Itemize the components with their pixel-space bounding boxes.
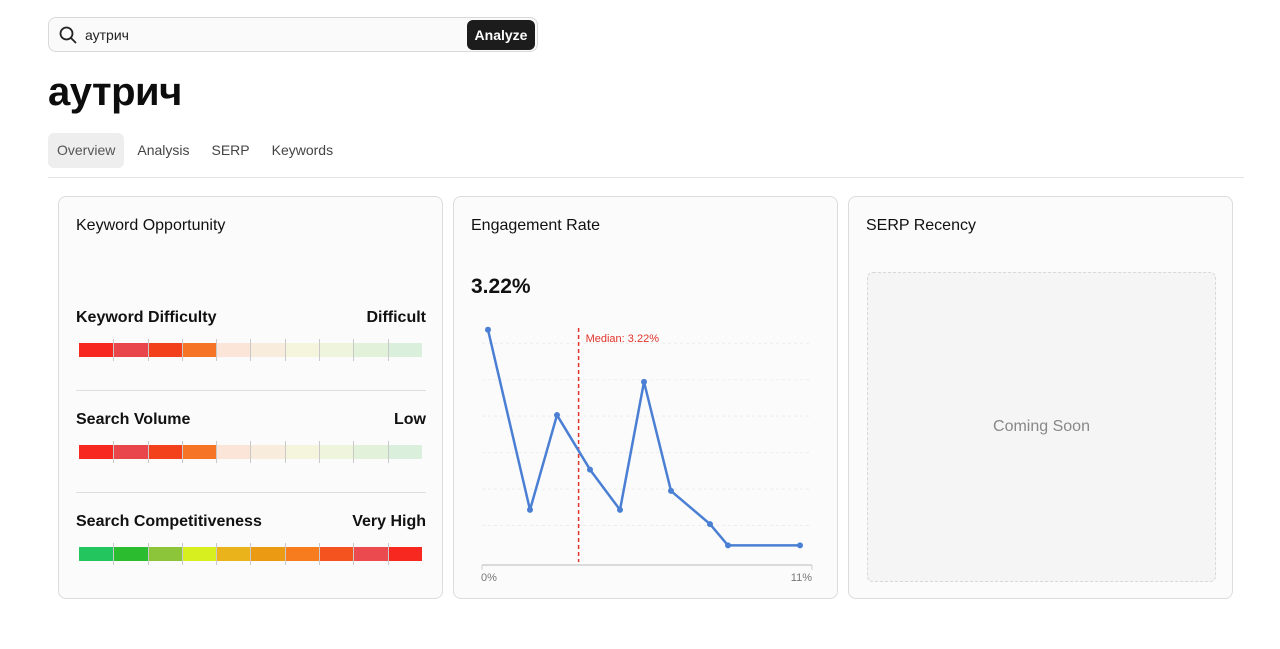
data-point	[617, 506, 623, 513]
keyword-opportunity-card: Keyword Opportunity Keyword Difficulty D…	[58, 196, 443, 599]
metric-value: Difficult	[366, 309, 426, 326]
data-point	[485, 326, 491, 333]
engagement-line	[486, 329, 800, 547]
scale-segment	[250, 339, 285, 361]
scale-segment	[147, 441, 182, 463]
card-title: Keyword Opportunity	[76, 217, 226, 234]
scale-segment	[387, 339, 422, 361]
scale-segment	[319, 441, 354, 463]
scale-segment	[216, 339, 251, 361]
scale-segment	[113, 441, 148, 463]
card-title: SERP Recency	[866, 217, 976, 234]
tab-serp[interactable]: SERP	[211, 142, 250, 158]
data-point	[725, 542, 731, 549]
engagement-rate-card: Engagement Rate 3.22% 0% 11% Median: 3.22%	[453, 196, 838, 599]
scale-segment	[284, 441, 320, 463]
tabs-divider	[48, 177, 1244, 178]
coming-soon-placeholder: Coming Soon	[867, 272, 1216, 582]
search-input[interactable]	[85, 24, 465, 46]
data-point	[707, 521, 713, 528]
competitiveness-scale	[79, 543, 422, 565]
scale-segment	[181, 339, 217, 361]
scale-segment	[216, 441, 251, 463]
analyze-button[interactable]: Analyze	[467, 20, 535, 50]
scale-segment	[284, 543, 320, 565]
data-point	[527, 506, 533, 513]
metric-label: Keyword Difficulty	[76, 309, 217, 326]
scale-segment	[250, 543, 285, 565]
data-point	[554, 412, 560, 419]
data-point	[641, 378, 647, 385]
scale-segment	[353, 441, 388, 463]
scale-segment	[319, 339, 354, 361]
tab-keywords[interactable]: Keywords	[271, 142, 334, 158]
serp-recency-card: SERP Recency Coming Soon	[848, 196, 1233, 599]
scale-segment	[353, 339, 388, 361]
scale-segment	[147, 339, 182, 361]
metric-label: Search Competitiveness	[76, 513, 262, 530]
search-bar: Analyze	[48, 17, 538, 52]
scale-segment	[387, 441, 422, 463]
scale-segment	[79, 343, 114, 357]
scale-segment	[147, 543, 182, 565]
x-tick-label: 0%	[481, 572, 497, 584]
data-point	[797, 542, 803, 549]
scale-segment	[387, 543, 422, 565]
metric-label: Search Volume	[76, 411, 191, 428]
page-title: аутрич	[48, 70, 182, 114]
scale-segment	[181, 441, 217, 463]
scale-segment	[79, 445, 114, 459]
scale-segment	[353, 543, 388, 565]
scale-segment	[319, 543, 354, 565]
median-label: Median: 3.22%	[586, 333, 660, 345]
engagement-chart: 0% 11% Median: 3.22%	[481, 326, 813, 584]
metric-value: Very High	[352, 513, 426, 530]
engagement-rate-value: 3.22%	[471, 275, 531, 298]
search-icon	[59, 26, 77, 44]
divider	[76, 390, 426, 391]
scale-segment	[284, 339, 320, 361]
data-point	[587, 466, 593, 473]
scale-segment	[216, 543, 251, 565]
tab-overview[interactable]: Overview	[48, 133, 125, 168]
tab-bar: Overview Analysis SERP Keywords	[48, 133, 346, 168]
tab-analysis[interactable]: Analysis	[137, 142, 190, 158]
scale-segment	[113, 339, 148, 361]
divider	[76, 492, 426, 493]
data-point	[668, 487, 674, 494]
coming-soon-text: Coming Soon	[993, 418, 1090, 435]
difficulty-scale	[79, 339, 422, 361]
scale-segment	[250, 441, 285, 463]
scale-segment	[181, 543, 217, 565]
volume-scale	[79, 441, 422, 463]
scale-segment	[113, 543, 148, 565]
metric-value: Low	[394, 411, 426, 428]
scale-segment	[79, 547, 114, 561]
x-tick-label: 11%	[791, 572, 812, 584]
card-title: Engagement Rate	[471, 217, 600, 234]
